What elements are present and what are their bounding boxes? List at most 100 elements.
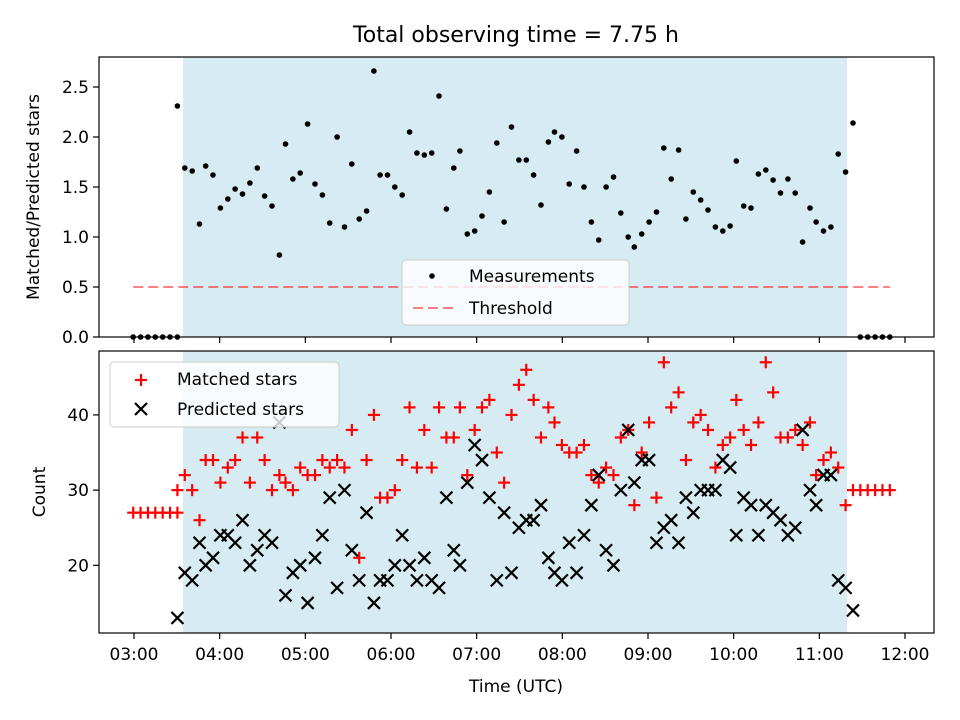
predicted-star-point-39: [453, 558, 467, 573]
predicted-star-point-10: [243, 558, 257, 573]
predicted-star-point-21: [322, 490, 337, 505]
matched-star-point-60: [555, 439, 568, 451]
predicted-star-point-53: [555, 573, 569, 588]
xtick-label-0: 03:00: [110, 645, 159, 665]
measurement-point-18: [254, 165, 261, 171]
predicted-star-point-76: [723, 460, 737, 475]
measurement-point-26: [312, 181, 318, 187]
predicted-star-point-13: [265, 535, 279, 550]
measurement-point-41: [421, 152, 428, 158]
measurement-point-30: [341, 224, 348, 230]
matched-star-point-65: [592, 476, 605, 489]
legend-predicted-marker: [134, 402, 148, 416]
chart-title: Total observing time = 7.75 h: [352, 23, 679, 48]
matched-star-point-83: [724, 431, 737, 444]
measurement-point-58: [545, 139, 552, 145]
measurement-point-86: [748, 205, 754, 211]
matched-star-point-72: [643, 416, 656, 429]
matched-star-point-97: [824, 446, 837, 459]
matched-star-point-66: [600, 461, 613, 474]
measurement-point-49: [479, 213, 485, 219]
xtick-label-8: 11:00: [795, 645, 844, 665]
matched-star-point-91: [781, 431, 794, 444]
predicted-star-point-56: [577, 528, 591, 543]
xtick-label-5: 08:00: [538, 645, 587, 665]
measurement-point-32: [356, 216, 363, 222]
top-ytick-label-4: 2.0: [62, 128, 89, 148]
measurement-point-57: [538, 202, 544, 208]
matched-star-point-53: [505, 408, 518, 421]
matched-star-point-19: [258, 454, 271, 467]
predicted-star-point-49: [526, 513, 541, 527]
measurement-point-62: [573, 148, 580, 154]
bottom-y-axis-label: Count: [30, 466, 50, 517]
measurement-point-56: [530, 172, 537, 178]
matched-star-point-86: [745, 439, 758, 451]
measurement-point-72: [646, 219, 652, 225]
measurement-point-69: [625, 234, 631, 240]
matched-star-point-28: [323, 461, 336, 474]
measurement-point-88: [763, 167, 769, 173]
matched-star-point-20: [265, 484, 278, 497]
matched-star-point-84: [730, 393, 743, 406]
matched-star-point-51: [490, 446, 503, 459]
measurement-point-91: [785, 176, 791, 182]
matched-star-point-38: [396, 454, 409, 467]
measurement-point-24: [297, 170, 304, 176]
matched-star-point-16: [236, 431, 249, 444]
matched-star-point-32: [353, 551, 366, 564]
measurement-point-54: [516, 157, 522, 163]
bottom-star-points: [127, 356, 896, 625]
measurement-point-89: [770, 177, 776, 183]
predicted-star-point-26: [359, 505, 374, 520]
matched-star-point-40: [410, 461, 423, 474]
predicted-star-point-62: [621, 423, 635, 437]
matched-star-point-94: [803, 416, 816, 429]
predicted-star-point-20: [315, 528, 330, 543]
predicted-star-point-44: [489, 573, 504, 588]
measurement-point-64: [588, 219, 595, 225]
predicted-star-point-11: [250, 543, 265, 558]
matched-star-point-43: [433, 401, 446, 414]
measurement-point-100: [850, 120, 856, 126]
xtick-label-1: 04:00: [195, 645, 244, 665]
matched-star-point-8: [178, 469, 191, 482]
predicted-star-point-23: [337, 483, 352, 497]
predicted-star-point-69: [671, 535, 686, 550]
measurement-point-84: [733, 158, 740, 164]
measurement-point-59: [551, 129, 558, 135]
predicted-star-point-40: [460, 475, 475, 490]
matched-star-point-81: [709, 461, 722, 474]
matched-star-point-93: [796, 439, 809, 451]
predicted-star-point-90: [824, 468, 838, 482]
xtick-label-7: 10:00: [709, 645, 758, 665]
matched-star-point-36: [381, 491, 394, 504]
matched-star-point-52: [498, 476, 511, 489]
bottom-legend: Matched stars Predicted stars: [109, 361, 340, 428]
predicted-star-point-51: [541, 551, 556, 565]
matched-star-point-85: [737, 423, 750, 436]
matched-star-point-21: [273, 469, 286, 482]
predicted-star-point-18: [300, 596, 315, 610]
matched-star-point-39: [403, 401, 416, 414]
predicted-star-point-15: [278, 588, 293, 603]
measurement-point-78: [690, 189, 697, 195]
measurement-point-95: [813, 219, 819, 225]
matched-star-point-54: [512, 378, 525, 391]
matched-star-point-87: [752, 416, 765, 429]
matched-star-point-31: [345, 423, 358, 436]
matched-star-point-12: [207, 454, 220, 467]
matched-star-point-30: [338, 461, 351, 474]
bottom-axes-frame: [98, 350, 935, 634]
measurement-point-75: [668, 176, 674, 182]
measurement-point-27: [319, 192, 326, 198]
matched-star-point-48: [468, 423, 481, 436]
measurement-point-21: [276, 252, 283, 258]
matched-star-point-56: [527, 393, 540, 406]
measurement-point-35: [377, 172, 383, 178]
top-axes-frame: [98, 56, 935, 338]
top-ytick-label-0: 0.0: [62, 328, 89, 348]
xtick-label-6: 09:00: [624, 645, 673, 665]
top-legend: Measurements Threshold: [401, 259, 630, 326]
measurement-point-93: [799, 239, 806, 245]
